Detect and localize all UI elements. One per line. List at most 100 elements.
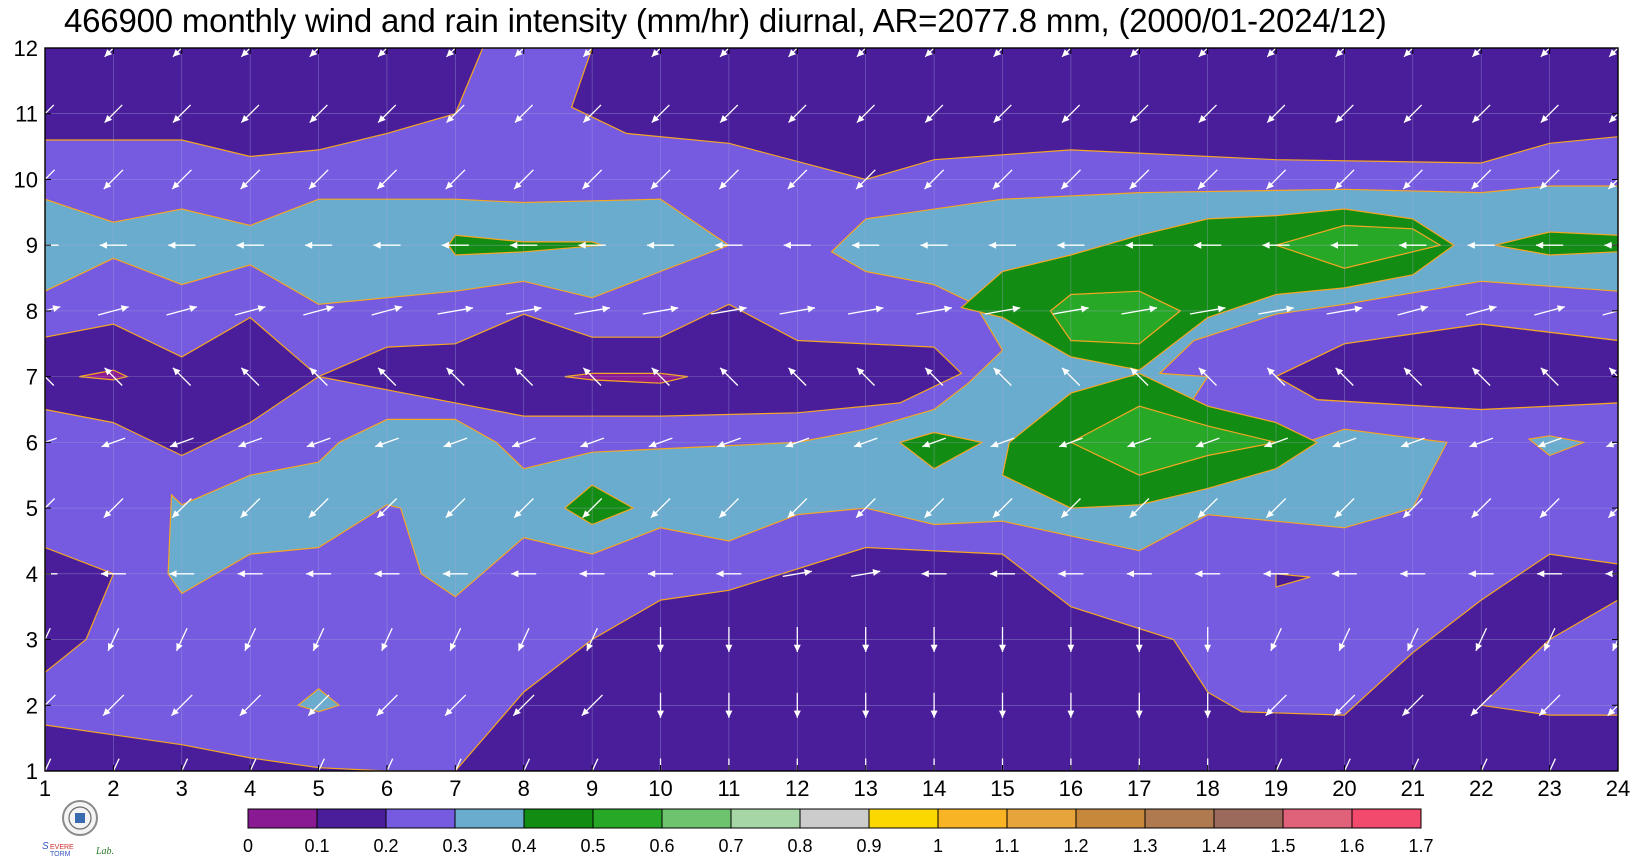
- colorbar-swatch: [868, 808, 939, 829]
- colorbar: 0 0.1 0.2 0.3 0.4 0.5 0.6 0.7 0.8 0.9 1 1.1 1.2 1.3 1.…: [243, 808, 1434, 856]
- wind-arrow: [1335, 367, 1354, 386]
- wind-arrow: [856, 104, 875, 124]
- wind-arrow: [1195, 437, 1220, 448]
- wind-arrow: [309, 367, 328, 386]
- wind-arrow: [244, 627, 257, 652]
- colorbar-label: 1.5: [1270, 836, 1295, 856]
- wind-arrow: [445, 498, 466, 519]
- colorbar-swatch: [1144, 808, 1215, 829]
- wind-arrow: [240, 169, 261, 190]
- wind-arrow: [381, 627, 393, 652]
- wind-arrow: [1129, 169, 1150, 190]
- wind-arrow: [718, 498, 739, 519]
- wind-arrow: [1536, 241, 1564, 249]
- wind-arrow: [1539, 498, 1560, 519]
- wind-arrow: [1537, 437, 1562, 448]
- wind-arrow: [104, 367, 123, 386]
- x-tick-label: 11: [717, 776, 740, 801]
- wind-arrow: [988, 241, 1017, 249]
- colorbar-swatch: [1213, 808, 1284, 829]
- wind-arrow: [716, 437, 741, 448]
- wind-arrow: [169, 570, 195, 578]
- x-tick-label: 18: [1195, 776, 1219, 801]
- wind-arrow: [305, 241, 333, 249]
- x-tick-label: 5: [312, 776, 324, 801]
- colorbar-swatch: [1351, 808, 1422, 829]
- wind-arrow: [990, 437, 1015, 448]
- colorbar-swatch: [454, 808, 525, 829]
- colorbar-swatch: [592, 808, 663, 829]
- wind-arrow: [999, 692, 1006, 718]
- wind-arrow: [237, 570, 263, 578]
- wind-arrow: [1334, 498, 1355, 519]
- wind-arrow: [1406, 627, 1419, 652]
- y-tick-label: 12: [14, 36, 38, 61]
- wind-arrow: [787, 498, 808, 519]
- colorbar-swatch: [730, 808, 801, 829]
- wind-arrow: [924, 498, 945, 519]
- wind-arrow: [376, 498, 398, 519]
- colorbar-swatch: [661, 808, 732, 829]
- contour-level-0-5-sept: [1273, 224, 1442, 269]
- colorbar-swatch: [799, 808, 870, 829]
- colorbar-label: 1.4: [1201, 836, 1226, 856]
- wind-arrow: [517, 627, 530, 652]
- colorbar-label: 1.6: [1339, 836, 1364, 856]
- wind-arrow: [1126, 570, 1152, 578]
- wind-arrow: [1540, 367, 1559, 386]
- x-tick-label: 15: [990, 776, 1014, 801]
- wind-arrow: [916, 305, 952, 315]
- x-tick-label: 16: [1059, 776, 1083, 801]
- wind-arrow: [234, 305, 266, 316]
- wind-arrow: [1399, 241, 1427, 249]
- wind-arrow: [374, 570, 400, 578]
- wind-arrow: [1331, 570, 1357, 578]
- wind-arrow: [240, 104, 260, 124]
- wind-arrow: [1189, 305, 1226, 315]
- colorbar-swatch: [316, 808, 387, 829]
- wind-arrow: [852, 241, 880, 249]
- wind-arrow: [443, 437, 468, 448]
- wind-arrow: [1335, 104, 1354, 124]
- wind-arrow: [855, 498, 876, 519]
- wind-arrow: [511, 437, 536, 448]
- wind-arrow: [1197, 498, 1218, 519]
- wind-arrow: [103, 169, 124, 190]
- wind-arrow: [514, 367, 534, 386]
- x-tick-label: 2: [107, 776, 119, 801]
- x-tick-label: 1: [39, 776, 51, 801]
- colorbar-swatch: [247, 808, 318, 829]
- wind-arrow: [308, 498, 329, 519]
- colorbar-label: 1.2: [1063, 836, 1088, 856]
- wind-arrow: [924, 367, 944, 386]
- wind-arrow: [646, 241, 675, 249]
- wind-arrow: [582, 104, 602, 124]
- wind-arrow: [1258, 305, 1294, 315]
- wind-arrow: [374, 437, 399, 448]
- lab-logo: S EVERE TORM Lab.: [40, 798, 120, 860]
- wind-arrow: [993, 367, 1012, 386]
- wind-arrow: [581, 694, 603, 717]
- colorbar-label: 0.2: [373, 836, 398, 856]
- wind-arrow: [992, 498, 1013, 519]
- y-tick-label: 8: [26, 299, 38, 324]
- wind-arrow: [718, 169, 739, 190]
- wind-arrow: [574, 305, 611, 315]
- wind-arrow: [441, 241, 469, 249]
- wind-arrow: [1264, 437, 1289, 448]
- wind-arrow: [1198, 104, 1217, 124]
- wind-arrow: [1338, 627, 1351, 652]
- wind-arrow: [175, 627, 188, 652]
- wind-arrow: [1397, 305, 1429, 316]
- colorbar-label: 1.3: [1132, 836, 1157, 856]
- wind-arrow: [582, 169, 603, 190]
- wind-arrow: [1539, 169, 1560, 190]
- wind-arrow: [1332, 437, 1357, 448]
- wind-arrow: [1067, 627, 1075, 652]
- x-tick-label: 20: [1332, 776, 1356, 801]
- wind-arrow: [1534, 305, 1566, 316]
- wind-arrow: [1265, 694, 1287, 717]
- wind-arrow: [1470, 694, 1493, 717]
- wind-arrow: [1135, 692, 1143, 718]
- wind-arrow: [168, 241, 196, 249]
